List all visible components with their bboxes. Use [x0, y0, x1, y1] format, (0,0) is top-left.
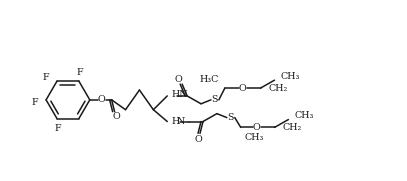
Text: F: F	[32, 98, 39, 107]
Text: S: S	[212, 95, 218, 104]
Text: N: N	[176, 117, 184, 126]
Text: CH₂: CH₂	[282, 123, 302, 132]
Text: O: O	[98, 95, 105, 104]
Text: H₃C: H₃C	[199, 75, 219, 84]
Text: F: F	[55, 124, 61, 133]
Text: H: H	[171, 117, 179, 126]
Text: CH₃: CH₃	[294, 111, 314, 120]
Text: CH₂: CH₂	[269, 84, 288, 92]
Text: O: O	[174, 75, 182, 84]
Text: F: F	[43, 73, 49, 82]
Text: CH₃: CH₃	[280, 72, 300, 81]
Text: F: F	[77, 68, 83, 77]
Text: O: O	[194, 135, 202, 144]
Text: O: O	[253, 123, 260, 132]
Text: CH₃: CH₃	[245, 133, 264, 142]
Text: O: O	[113, 112, 120, 121]
Text: HN: HN	[171, 90, 188, 99]
Text: S: S	[228, 113, 234, 122]
Text: O: O	[239, 84, 247, 92]
